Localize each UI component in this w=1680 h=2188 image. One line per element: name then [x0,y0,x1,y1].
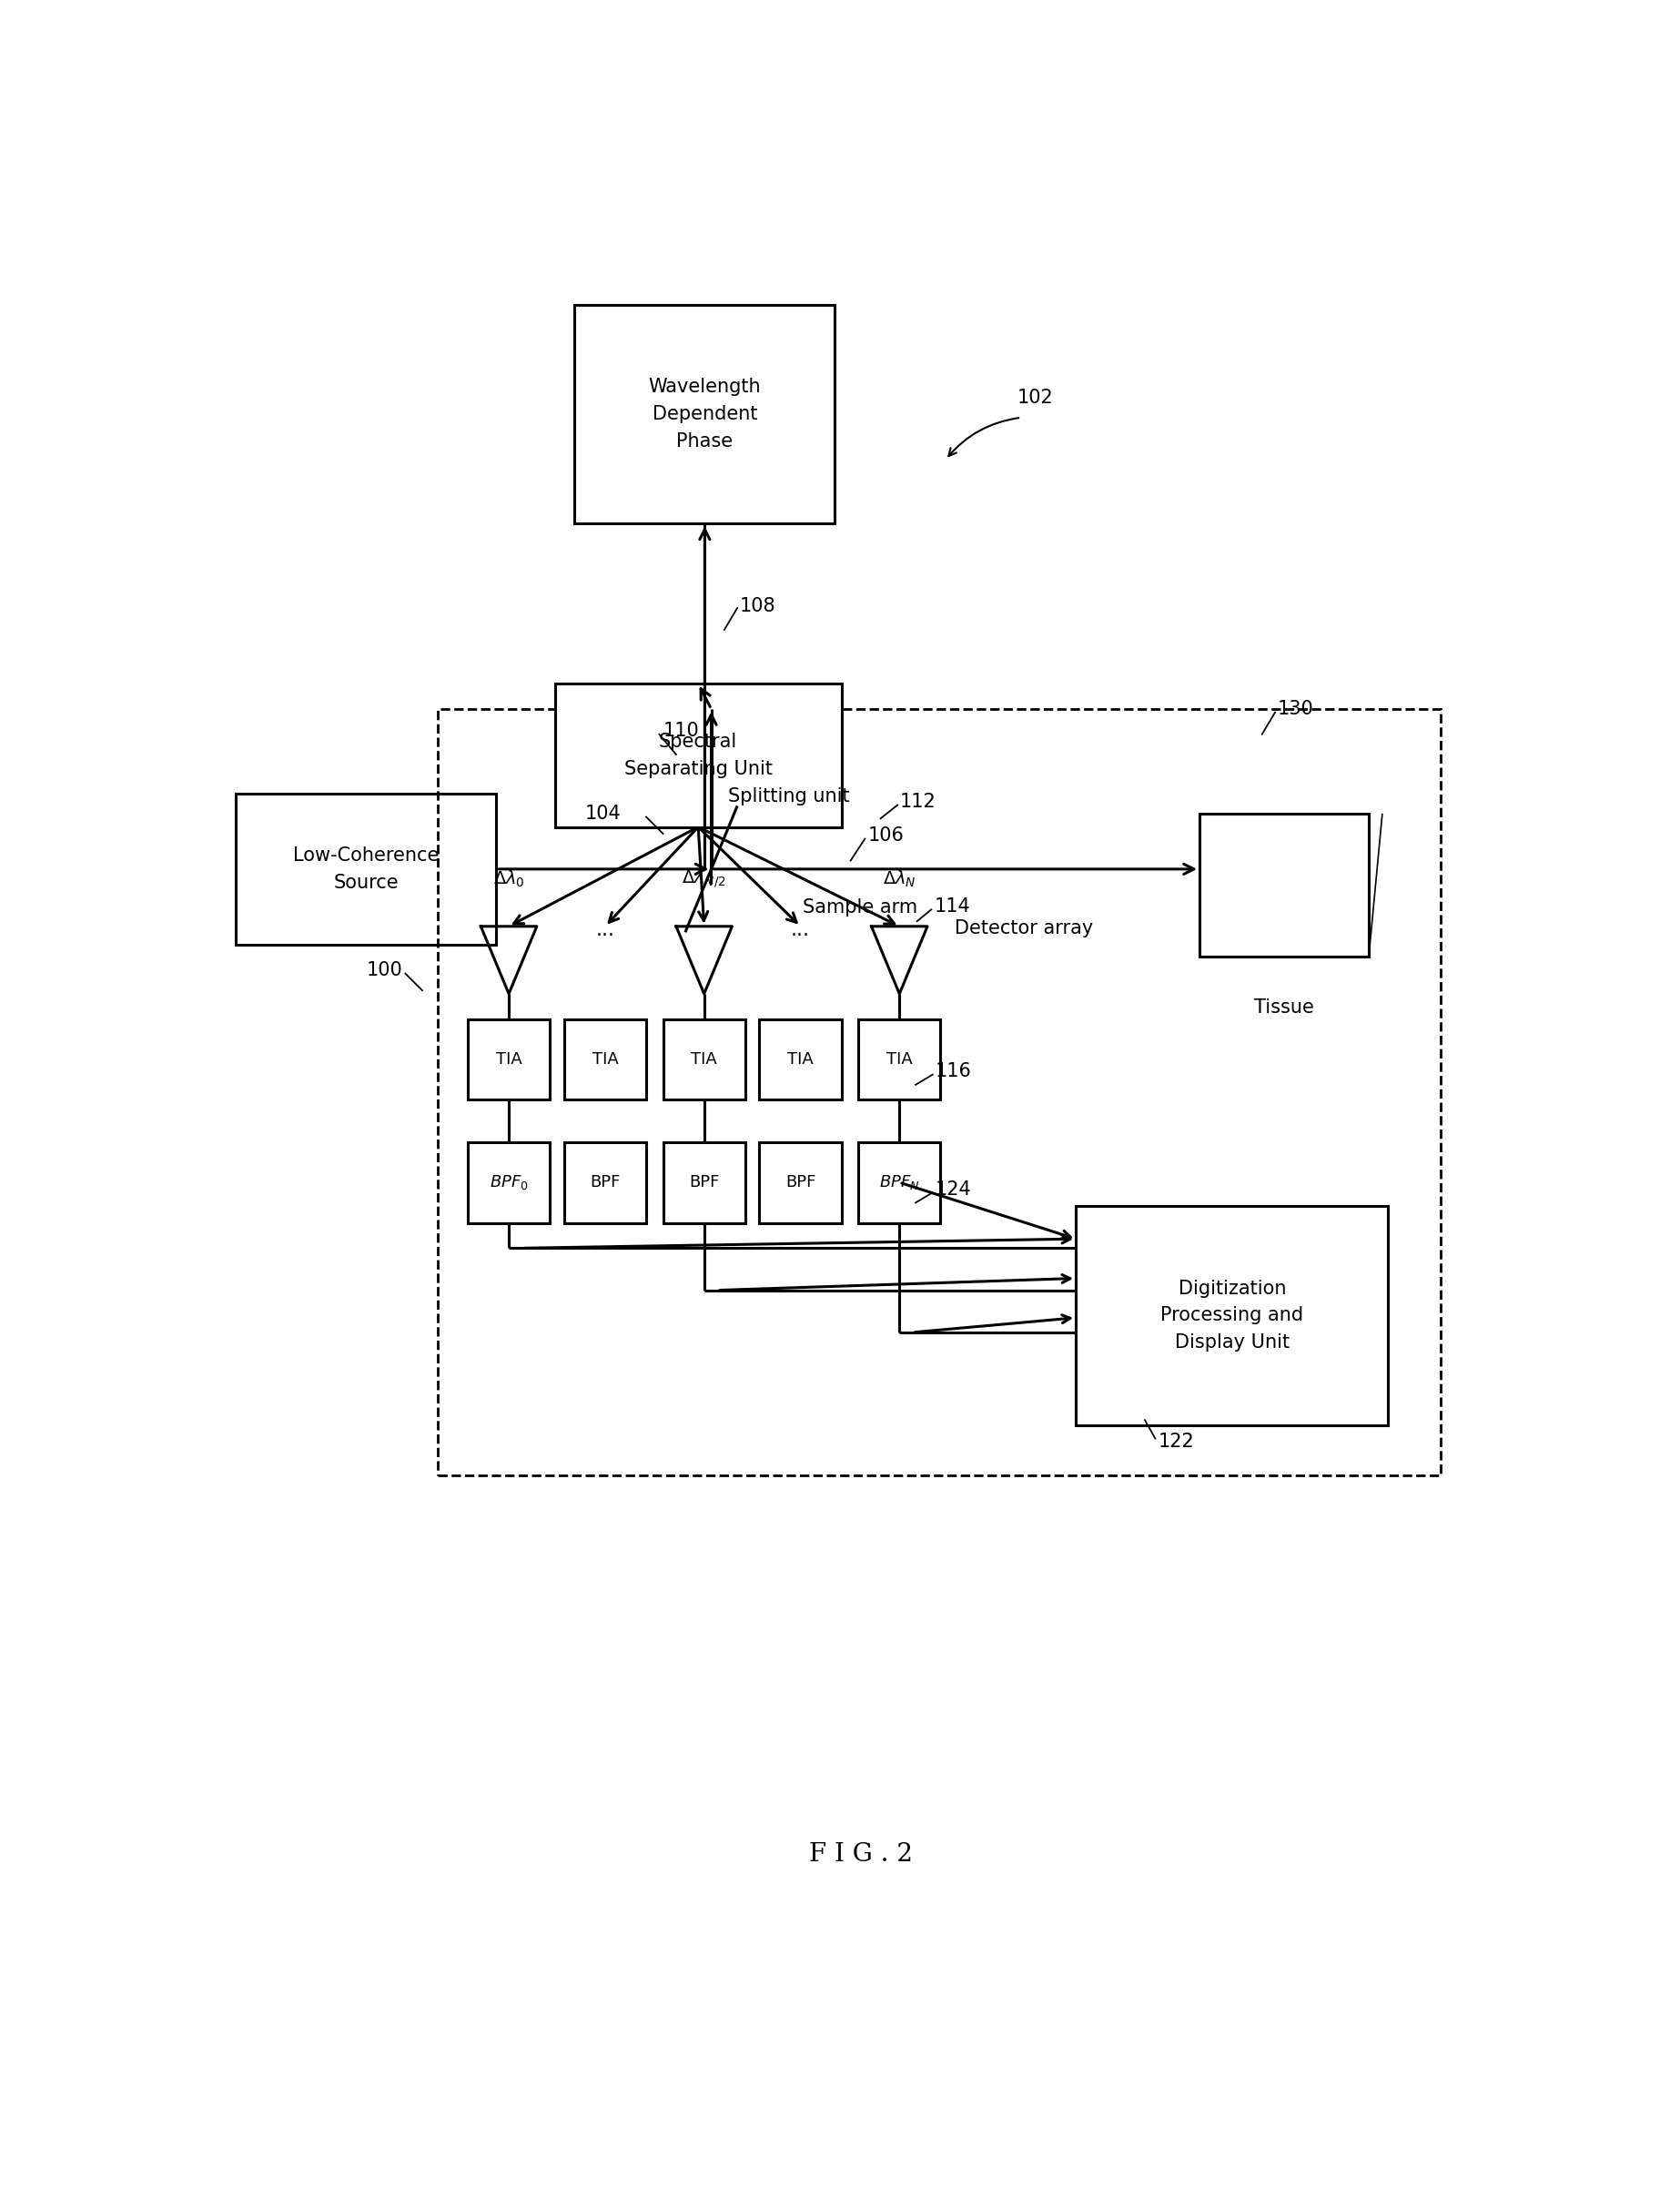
Text: Sample arm: Sample arm [803,899,917,917]
Bar [467,1020,549,1101]
Text: 112: 112 [900,792,936,812]
Text: TIA: TIA [887,1050,912,1068]
Text: 104: 104 [585,805,622,823]
Bar [564,1020,647,1101]
Text: Tissue: Tissue [1255,998,1314,1017]
Text: BPF: BPF [785,1175,816,1190]
Text: 108: 108 [739,597,776,615]
Text: F I G . 2: F I G . 2 [810,1842,912,1866]
Bar [564,1142,647,1223]
Text: $\Delta\lambda_N$: $\Delta\lambda_N$ [882,869,916,888]
Text: 114: 114 [934,897,969,915]
Text: TIA: TIA [496,1050,522,1068]
Bar [438,709,1440,1475]
Bar [664,1142,746,1223]
Bar [554,685,842,827]
Text: Spectral
Separating Unit: Spectral Separating Unit [623,733,773,779]
Bar [759,1020,842,1101]
Text: TIA: TIA [591,1050,618,1068]
Text: 100: 100 [366,961,403,980]
Text: $\Delta\lambda_{N/2}$: $\Delta\lambda_{N/2}$ [682,866,726,888]
Bar [1200,814,1369,956]
Text: ...: ... [596,921,615,939]
Text: $BPF_N$: $BPF_N$ [879,1173,919,1192]
Bar [235,794,497,945]
Text: Splitting unit: Splitting unit [727,788,850,805]
Text: TIA: TIA [690,1050,717,1068]
Bar [858,1020,941,1101]
Text: 106: 106 [867,827,904,845]
Text: 116: 116 [936,1061,971,1081]
Bar [759,1142,842,1223]
Text: BPF: BPF [689,1175,719,1190]
Text: $\Delta\lambda_0$: $\Delta\lambda_0$ [492,869,524,888]
Text: Low-Coherence
Source: Low-Coherence Source [294,847,438,893]
Text: BPF: BPF [590,1175,620,1190]
Text: 102: 102 [1018,387,1053,407]
Bar [1075,1206,1388,1424]
Bar [575,304,835,523]
Text: 124: 124 [936,1179,971,1199]
Text: ...: ... [791,921,810,939]
Text: 110: 110 [664,722,699,740]
Text: 122: 122 [1158,1433,1194,1451]
Text: 130: 130 [1277,700,1314,718]
Bar [467,1142,549,1223]
Text: Detector array: Detector array [954,919,1094,936]
Bar [664,1020,746,1101]
Text: $BPF_0$: $BPF_0$ [489,1173,528,1192]
Text: Wavelength
Dependent
Phase: Wavelength Dependent Phase [648,379,761,451]
Bar [858,1142,941,1223]
Text: Digitization
Processing and
Display Unit: Digitization Processing and Display Unit [1161,1280,1304,1352]
Text: TIA: TIA [788,1050,813,1068]
